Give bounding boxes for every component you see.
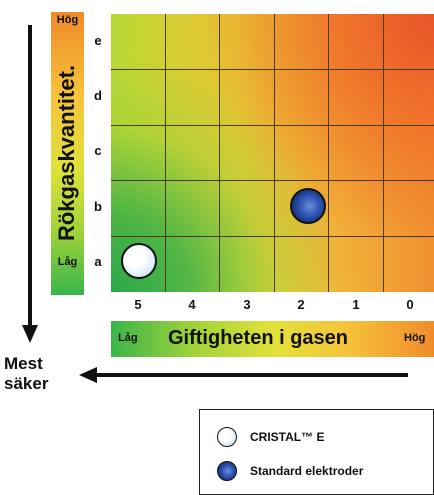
column-label-1: 1 [352,297,360,312]
y-axis-low-label: Låg [57,256,78,268]
grid-line [111,180,434,181]
toxicity-gradient-bar [111,321,434,357]
grid-line [165,14,166,292]
left-arrow-icon [79,367,97,383]
risk-grid [111,14,434,292]
column-label-5: 5 [134,297,142,312]
row-label-e: e [94,33,102,48]
grid-line [219,14,220,292]
legend-item-cristal: CRISTAL™ E [250,430,325,444]
grid-line [328,14,329,292]
y-axis-title: Rökgaskvantitet. [54,64,79,242]
row-label-d: d [94,88,102,103]
horizontal-arrow-shaft [96,373,408,377]
y-axis-high-label: Hög [56,14,79,26]
grid-line [111,69,434,70]
vertical-arrow-shaft [28,25,32,327]
legend-item-standard: Standard elektroder [250,464,364,478]
x-axis-title: Giftigheten i gasen [168,327,349,349]
safest-label: Mest säker [4,354,49,393]
column-label-3: 3 [243,297,251,312]
row-label-c: c [94,143,102,158]
column-label-4: 4 [188,297,196,312]
row-label-a: a [94,254,102,269]
grid-line [111,125,434,126]
cristal-marker [121,243,157,279]
grid-line [111,236,434,237]
standard-electrode-marker [290,188,326,224]
x-axis-low-label: Låg [118,332,138,344]
row-label-b: b [94,199,102,214]
column-label-2: 2 [297,297,305,312]
legend: CRISTAL™ E Standard elektroder [199,409,434,495]
grid-line [274,14,275,292]
smoke-quantity-gradient-bar [51,12,84,295]
down-arrow-icon [22,325,38,343]
grid-line [383,14,384,292]
white-circle-icon [217,427,237,447]
column-label-0: 0 [406,297,414,312]
blue-circle-icon [217,461,237,481]
x-axis-high-label: Hög [404,332,426,344]
